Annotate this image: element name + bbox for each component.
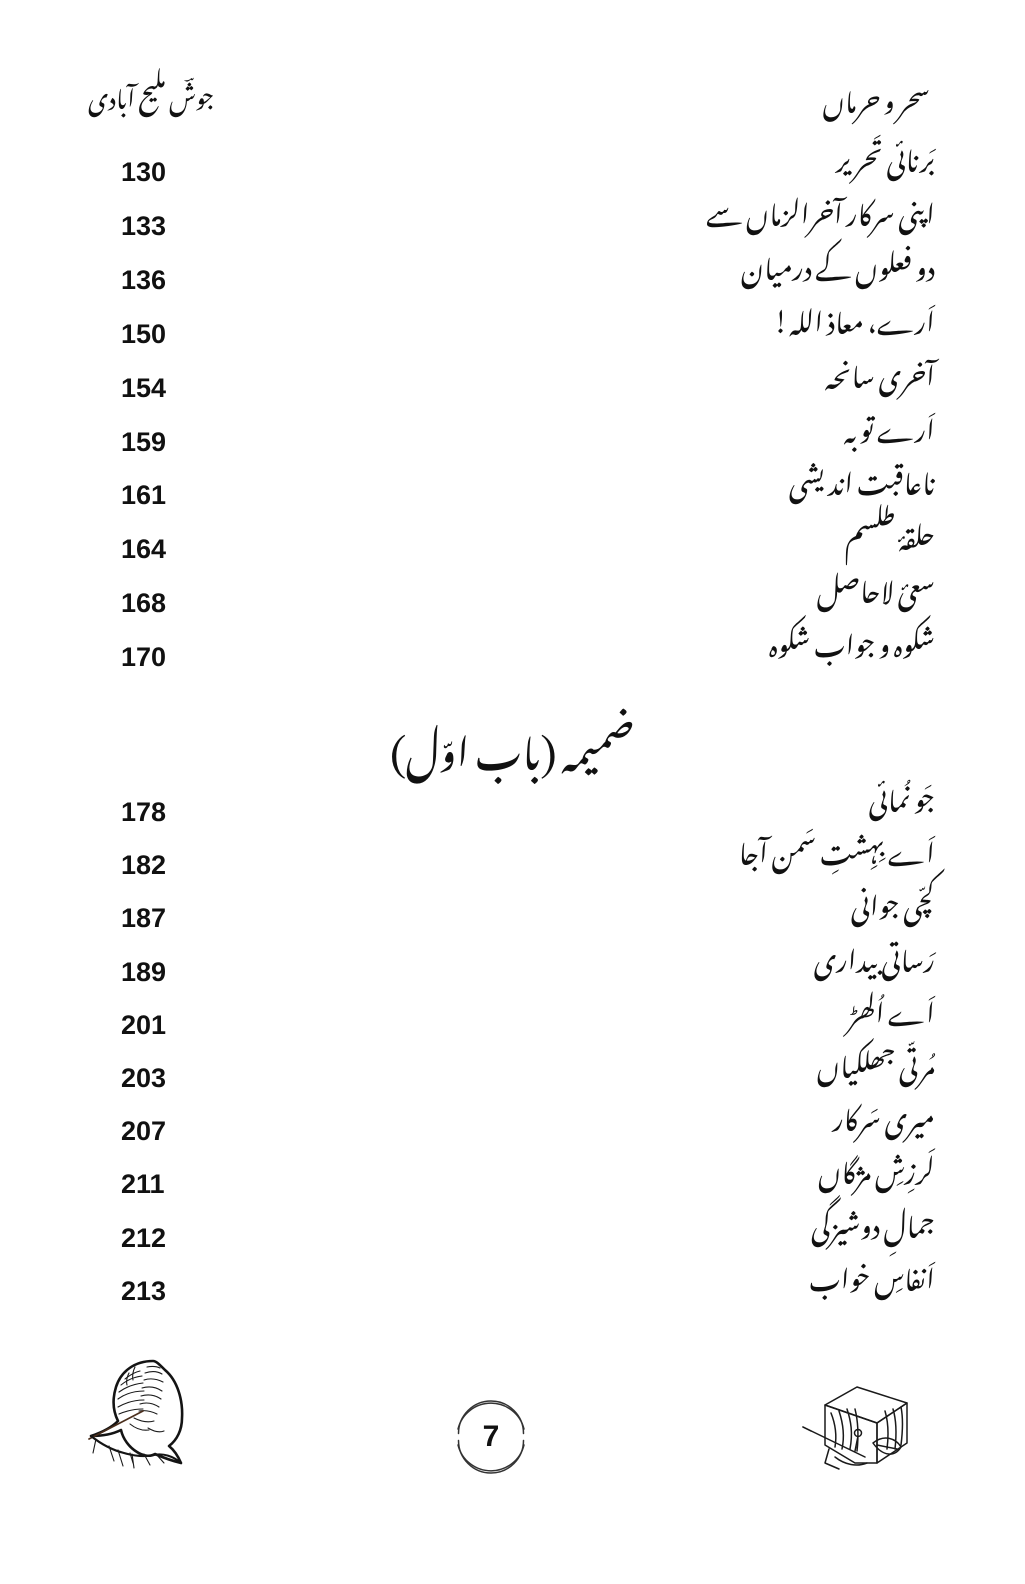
svg-text:7: 7 — [483, 1420, 500, 1453]
